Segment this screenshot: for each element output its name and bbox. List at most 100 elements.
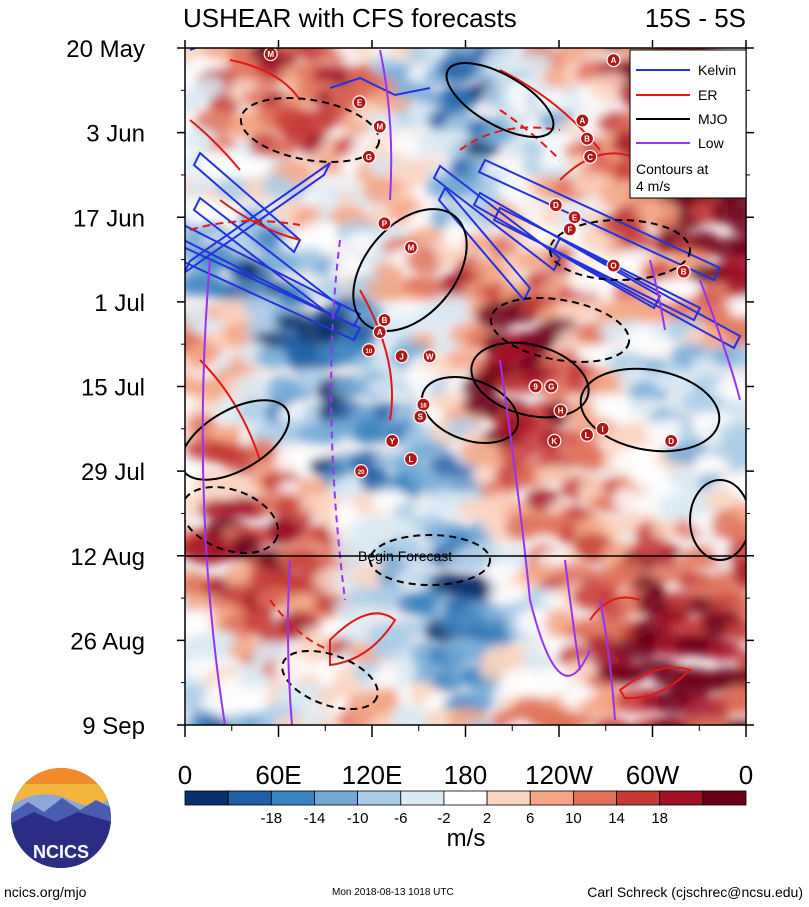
storm-marker: 16: [416, 397, 431, 412]
kelvin-contour: [437, 186, 532, 302]
x-tick-label: 60E: [255, 760, 301, 790]
storm-marker-label: P: [382, 219, 388, 228]
y-tick-label: 17 Jun: [73, 205, 145, 232]
storm-marker: M: [403, 240, 419, 255]
er-contour-negative: [459, 126, 561, 151]
storm-marker-label: 9: [533, 383, 538, 392]
colorbar-segment: [227, 790, 272, 806]
mjo-contour: [689, 479, 746, 561]
storm-marker: O: [606, 258, 621, 273]
kelvin-contour: [477, 158, 722, 282]
y-tick-label: 1 Jul: [94, 290, 145, 317]
storm-marker-label: H: [558, 407, 564, 416]
er-contour: [618, 666, 692, 700]
mjo-contour-negative: [185, 486, 280, 554]
legend-note-line2: 4 m/s: [636, 178, 670, 194]
storm-marker: Y: [385, 433, 400, 449]
storm-marker-label: I: [602, 425, 604, 434]
storm-marker: B: [377, 312, 392, 328]
storm-marker-label: J: [399, 352, 403, 361]
er-contour-negative: [269, 599, 331, 651]
storm-marker-label: M: [408, 243, 415, 252]
colorbar-tick-label: -2: [437, 810, 450, 827]
x-tick-label: 120W: [525, 760, 593, 790]
y-tick-label: 26 Aug: [70, 628, 145, 655]
mjo-contour: [579, 367, 721, 453]
footer-url: ncics.org/mjo: [4, 884, 87, 900]
y-tick-label: 12 Aug: [70, 544, 145, 571]
storm-marker: C: [583, 149, 598, 164]
legend-note-line1: Contours at: [636, 161, 708, 177]
storm-marker: L: [403, 451, 419, 467]
chart-title: USHEAR with CFS forecasts: [183, 3, 517, 33]
low-contour: [599, 599, 616, 721]
storm-marker: D: [664, 433, 679, 449]
legend-label-er: ER: [698, 87, 717, 103]
storm-marker-label: G: [366, 153, 372, 162]
colorbar-segment: [314, 790, 359, 806]
y-tick-label: 29 Jul: [81, 459, 145, 486]
storm-marker-label: F: [567, 225, 572, 234]
mjo-contour: [445, 62, 555, 138]
mjo-contour-negative: [489, 297, 631, 363]
storm-marker: M: [263, 48, 278, 62]
low-contour: [379, 49, 393, 201]
storm-marker-label: O: [610, 262, 616, 271]
x-tick-label: 0: [178, 760, 192, 790]
kelvin-contour: [552, 236, 742, 350]
mjo-contour-negative: [281, 649, 379, 711]
storm-marker-label: S: [418, 413, 424, 422]
colorbar-segment: [184, 790, 229, 806]
colorbar-tick-label: -14: [304, 810, 326, 827]
storm-marker: A: [606, 52, 621, 68]
storm-marker-label: E: [572, 213, 578, 222]
colorbar-segment: [357, 790, 402, 806]
storm-marker-label: A: [579, 117, 585, 126]
er-contour: [199, 359, 261, 461]
legend-label-low: Low: [698, 135, 725, 151]
colorbar-tick-label: -10: [347, 810, 369, 827]
x-tick-label: 120E: [342, 760, 403, 790]
mjo-contour: [185, 399, 291, 481]
y-tick-label: 9 Sep: [82, 713, 145, 740]
wave-contours: [185, 48, 746, 725]
storm-marker-label: 10: [366, 349, 373, 355]
mjo-contour: [420, 376, 520, 444]
storm-marker: F: [562, 222, 578, 237]
y-tick-label: 15 Jul: [81, 375, 145, 402]
storm-marker-label: M: [376, 123, 383, 132]
storm-marker: A: [575, 113, 590, 128]
footer-author: Carl Schreck (cjschrec@ncsu.edu): [587, 884, 803, 900]
er-contour-negative: [189, 220, 301, 231]
chart-subtitle: 15S - 5S: [645, 3, 746, 33]
low-contour: [201, 259, 226, 725]
colorbar-segment: [486, 790, 531, 806]
storm-marker: S: [413, 409, 428, 424]
storm-marker: B: [676, 264, 691, 279]
y-tick-label: 20 May: [66, 36, 145, 63]
colorbar-segment: [702, 790, 747, 806]
storm-marker-label: D: [668, 437, 674, 446]
storm-marker-label: E: [357, 98, 363, 107]
colorbar-tick-label: 14: [608, 810, 625, 827]
storm-marker-label: W: [426, 352, 434, 361]
colorbar-segment: [616, 790, 661, 806]
low-contour: [286, 559, 293, 725]
low-contour: [699, 279, 741, 401]
footer-timestamp: Mon 2018-08-13 1018 UTC: [332, 887, 454, 898]
x-tick-label: 0: [739, 760, 753, 790]
storm-marker-label: Y: [390, 437, 396, 446]
er-contour: [219, 199, 301, 241]
kelvin-contour: [185, 162, 331, 274]
storm-marker: G: [361, 149, 376, 164]
er-contour: [589, 596, 641, 621]
colorbar-segment: [443, 790, 488, 806]
er-contour: [359, 289, 393, 421]
storm-marker: I: [595, 421, 610, 436]
storm-marker-label: B: [584, 135, 590, 144]
y-axis: 20 May 3 Jun 17 Jun 1 Jul 15 Jul 29 Jul 12 Aug…: [66, 36, 754, 740]
storm-marker-label: 16: [420, 404, 427, 410]
x-tick-label: 180: [444, 760, 487, 790]
colorbar-segment: [572, 790, 617, 806]
